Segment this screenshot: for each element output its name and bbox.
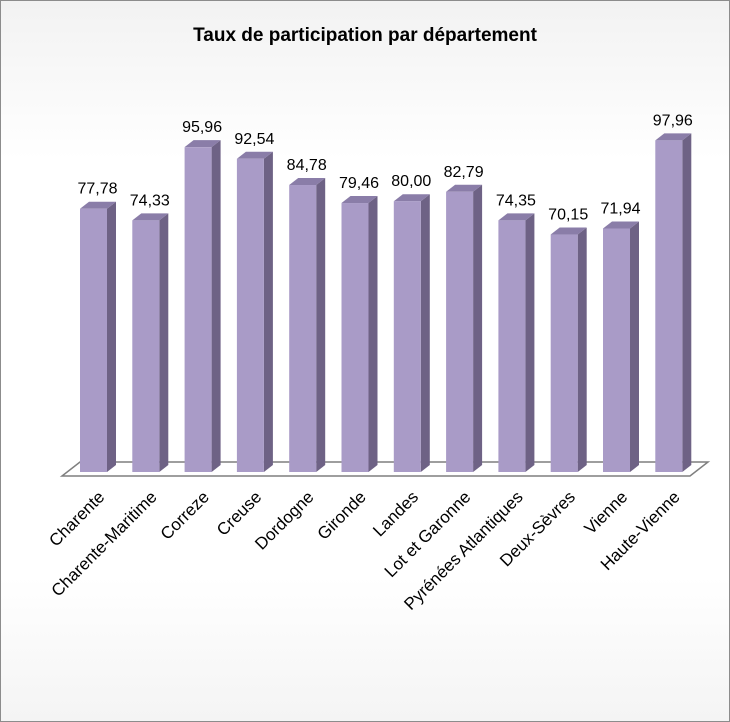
bar-side-charente-maritime [159, 213, 169, 472]
data-label-landes: 80,00 [391, 173, 431, 190]
bar-top-creuse [236, 151, 273, 159]
chart-floor [59, 461, 711, 477]
bar-lot-et-garonne [446, 191, 474, 472]
data-label-gironde: 79,46 [339, 175, 379, 192]
bar-side-dordogne [316, 178, 326, 472]
bar-dordogne [289, 185, 317, 472]
data-label-haute-vienne: 97,96 [653, 112, 693, 129]
bar-top-vienne [603, 221, 639, 229]
data-label-charente: 77,78 [77, 181, 117, 198]
data-label-vienne: 71,94 [600, 200, 640, 217]
bar-top-deux-s-vres [550, 227, 587, 235]
data-label-lot-et-garonne: 82,79 [444, 164, 484, 181]
bar-side-gironde [368, 196, 378, 472]
bar-charente [80, 208, 107, 472]
data-label-dordogne: 84,78 [287, 157, 327, 174]
bar-top-charente-maritime [132, 213, 169, 221]
data-label-correze: 95,96 [182, 119, 222, 136]
x-tick-label-gironde: Gironde [314, 487, 370, 543]
x-tick-label-creuse: Creuse [213, 487, 265, 539]
bar-top-correze [184, 140, 221, 148]
bar-side-correze [211, 140, 221, 472]
x-tick-label-landes: Landes [369, 487, 422, 540]
bar-deux-s-vres [550, 234, 578, 472]
bar-creuse [236, 158, 264, 472]
bar-side-charente [107, 201, 116, 472]
data-label-deux-s-vres: 70,15 [548, 207, 588, 224]
x-tick-label-correze: Correze [157, 487, 213, 543]
bar-top-gironde [341, 196, 378, 204]
bar-correze [184, 147, 212, 472]
bar-top-landes [393, 194, 430, 202]
bar-haute-vienne [655, 140, 683, 472]
bar-top-dordogne [289, 178, 326, 186]
bar-top-charente [80, 201, 116, 209]
bar-side-haute-vienne [682, 133, 692, 472]
bar-side-pyr-n-es-atlantiques [525, 213, 535, 472]
bar-landes [393, 201, 421, 472]
bar-top-lot-et-garonne [446, 184, 483, 192]
bar-gironde [341, 203, 369, 472]
bar-side-creuse [263, 151, 273, 472]
bar-side-landes [420, 194, 430, 472]
bar-top-haute-vienne [655, 133, 692, 141]
data-label-charente-maritime: 74,33 [130, 192, 170, 209]
data-label-pyr-n-es-atlantiques: 74,35 [496, 192, 536, 209]
bar-side-vienne [630, 221, 639, 472]
bar-side-deux-s-vres [577, 227, 587, 472]
bar-charente-maritime [132, 220, 160, 472]
data-label-creuse: 92,54 [234, 131, 274, 148]
x-tick-label-vienne: Vienne [581, 487, 632, 538]
chart-title: Taux de participation par département [193, 25, 537, 46]
bar-pyr-n-es-atlantiques [498, 220, 526, 472]
bar-vienne [603, 228, 630, 472]
bar-side-lot-et-garonne [473, 184, 483, 472]
bar-top-pyr-n-es-atlantiques [498, 213, 535, 221]
